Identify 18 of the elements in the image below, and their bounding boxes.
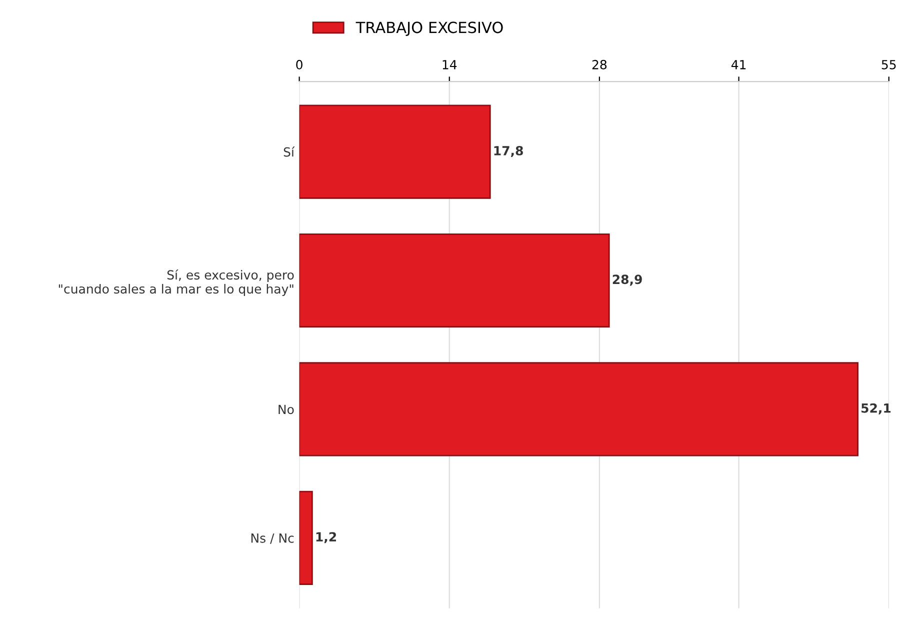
y-tick-label: Sí <box>284 146 295 157</box>
x-tick-label: 0 <box>296 60 302 70</box>
bar <box>299 362 858 456</box>
y-tick-label: No <box>278 404 294 414</box>
x-tick-label: 55 <box>882 60 896 70</box>
data-label: 1,2 <box>316 532 336 544</box>
data-label: 52,1 <box>862 403 891 414</box>
y-tick-label: Ns / Nc <box>251 534 294 544</box>
x-tick-label: 28 <box>592 60 607 70</box>
bar <box>299 233 610 328</box>
data-label: 17,8 <box>494 146 523 158</box>
x-tick-label: 14 <box>442 60 457 70</box>
x-tick-label: 41 <box>731 60 746 70</box>
y-tick-label: Sí, es excesivo, pero "cuando sales a la mar es lo que hay" <box>58 269 294 296</box>
bar <box>299 104 491 199</box>
bar <box>299 490 313 585</box>
legend-label: TRABAJO EXCESIVO <box>356 22 503 36</box>
data-label: 28,9 <box>612 274 642 286</box>
